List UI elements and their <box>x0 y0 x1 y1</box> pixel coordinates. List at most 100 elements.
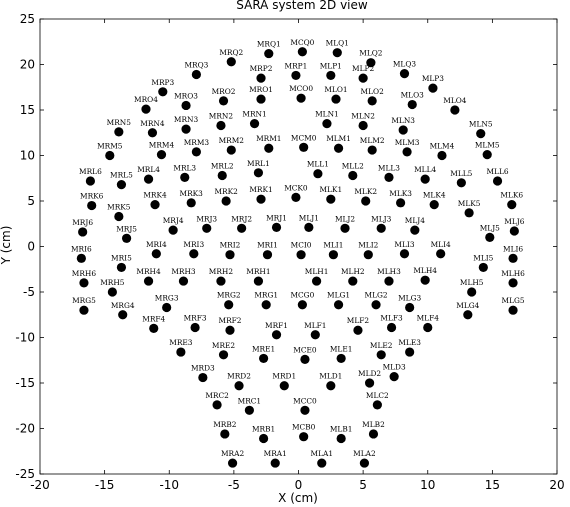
sensor-point <box>191 69 201 80</box>
sensor-label: MRO1 <box>249 85 273 94</box>
sensor-label: MCO0 <box>289 84 313 93</box>
sensor-point <box>180 172 190 182</box>
sensor-point <box>107 287 117 297</box>
sensor-point <box>507 200 517 210</box>
sensor-point <box>376 350 386 360</box>
y-tick-label: -15 <box>15 376 35 390</box>
y-tick-label: 5 <box>27 194 35 208</box>
sensor-point <box>396 198 406 208</box>
y-tick-label: 25 <box>20 12 35 26</box>
sensor-point <box>79 305 89 315</box>
sensor-label: MRO2 <box>212 87 236 96</box>
sensor-label: MRL2 <box>211 162 234 171</box>
sensor-point <box>384 172 394 182</box>
sensor-point <box>429 200 439 210</box>
sensor-label: MLN3 <box>391 116 415 125</box>
sensor-label: MRH6 <box>72 269 97 278</box>
sensor-point <box>508 305 518 315</box>
sensor-point <box>114 127 124 137</box>
sensor-label: MLI4 <box>431 240 451 249</box>
sensor-label: MLE2 <box>370 341 393 350</box>
sensor-label: MRF1 <box>265 321 288 330</box>
sensor-point <box>420 174 430 184</box>
sensor-label: MLO3 <box>401 91 425 100</box>
sensor-label: MLI2 <box>358 241 378 250</box>
sensor-label: MLG1 <box>327 291 350 300</box>
sensor-label: MRN1 <box>242 110 266 119</box>
sensor-label: MRI5 <box>111 253 132 262</box>
sensor-label: MRJ1 <box>266 213 287 222</box>
sensor-point <box>212 400 222 410</box>
sensor-point <box>405 302 415 313</box>
sensor-point <box>420 275 430 285</box>
sensor-label: MRA1 <box>264 449 287 458</box>
sensor-label: MRK1 <box>249 185 272 194</box>
sensor-point <box>423 322 433 333</box>
sensor-point <box>300 354 310 364</box>
sensor-label: MLP1 <box>320 61 342 70</box>
sensor-point <box>181 100 191 111</box>
sensor-label: MLB1 <box>330 425 353 434</box>
sensor-point <box>463 310 473 320</box>
sensor-point <box>367 96 377 106</box>
sensor-label: MRM5 <box>97 142 123 151</box>
sensor-point <box>256 73 266 83</box>
sensor-label: MLH1 <box>305 267 329 276</box>
sensor-point <box>407 99 417 110</box>
chart-title: SARA system 2D view <box>236 0 368 12</box>
sensor-label: MRG1 <box>254 291 278 300</box>
sensor-label: MLM5 <box>475 141 500 150</box>
sensor-label: MRI6 <box>71 244 92 253</box>
sensor-label: MRO4 <box>134 95 158 104</box>
x-tick-label: 10 <box>420 478 435 492</box>
sensor-label: MLJ1 <box>299 213 319 222</box>
sensor-point <box>348 170 358 181</box>
sensor-point <box>162 302 172 313</box>
sensor-point <box>299 432 309 442</box>
sensor-label: MLJ3 <box>371 214 391 223</box>
sensor-label: MRM1 <box>256 134 281 143</box>
sensor-label: MRC1 <box>238 396 262 405</box>
sensor-label: MRK4 <box>143 191 167 200</box>
sensor-label: MLL3 <box>378 163 400 172</box>
sensor-label: MRH3 <box>171 267 196 276</box>
sensor-label: MRK3 <box>180 189 204 198</box>
sensor-label: MLK2 <box>354 187 377 196</box>
sensor-label: MLI1 <box>323 241 343 250</box>
sensor-point <box>227 458 238 468</box>
sensor-point <box>259 433 269 444</box>
sensor-point <box>218 350 229 360</box>
sensor-point <box>348 276 358 286</box>
sensor-point <box>311 276 322 286</box>
sensor-point <box>143 174 154 184</box>
sensor-point <box>262 250 273 260</box>
y-tick-label: 10 <box>20 149 35 163</box>
sensor-label: MLE3 <box>398 338 421 347</box>
x-tick-label: -15 <box>95 478 115 492</box>
sensor-point <box>264 48 274 59</box>
sensor-label: MLA1 <box>311 449 334 458</box>
sensor-point <box>79 278 89 288</box>
sensor-point <box>405 347 415 357</box>
sensor-point <box>508 278 518 288</box>
sensor-point <box>225 325 235 335</box>
sensor-label: MLB2 <box>362 420 385 429</box>
sensor-point <box>313 169 323 179</box>
sensor-label: MLC2 <box>366 391 389 400</box>
x-tick-label: -10 <box>159 478 179 492</box>
sensor-point <box>259 353 269 364</box>
y-tick-label: 0 <box>27 240 35 254</box>
sensor-point <box>363 250 373 260</box>
sensor-label: MLF3 <box>380 313 403 322</box>
sensor-point <box>253 276 264 286</box>
sensor-label: MRF4 <box>142 314 165 323</box>
sensor-point <box>147 128 158 138</box>
x-axis-label: X (cm) <box>278 491 318 505</box>
sensor-label: MRK5 <box>107 202 131 211</box>
sensor-point <box>149 323 159 333</box>
sensor-label: MCC0 <box>293 396 317 405</box>
sensor-label: MCK0 <box>284 183 308 192</box>
sensor-point <box>261 300 271 310</box>
sensor-point <box>353 325 363 335</box>
sensor-label: MRM3 <box>184 138 210 147</box>
